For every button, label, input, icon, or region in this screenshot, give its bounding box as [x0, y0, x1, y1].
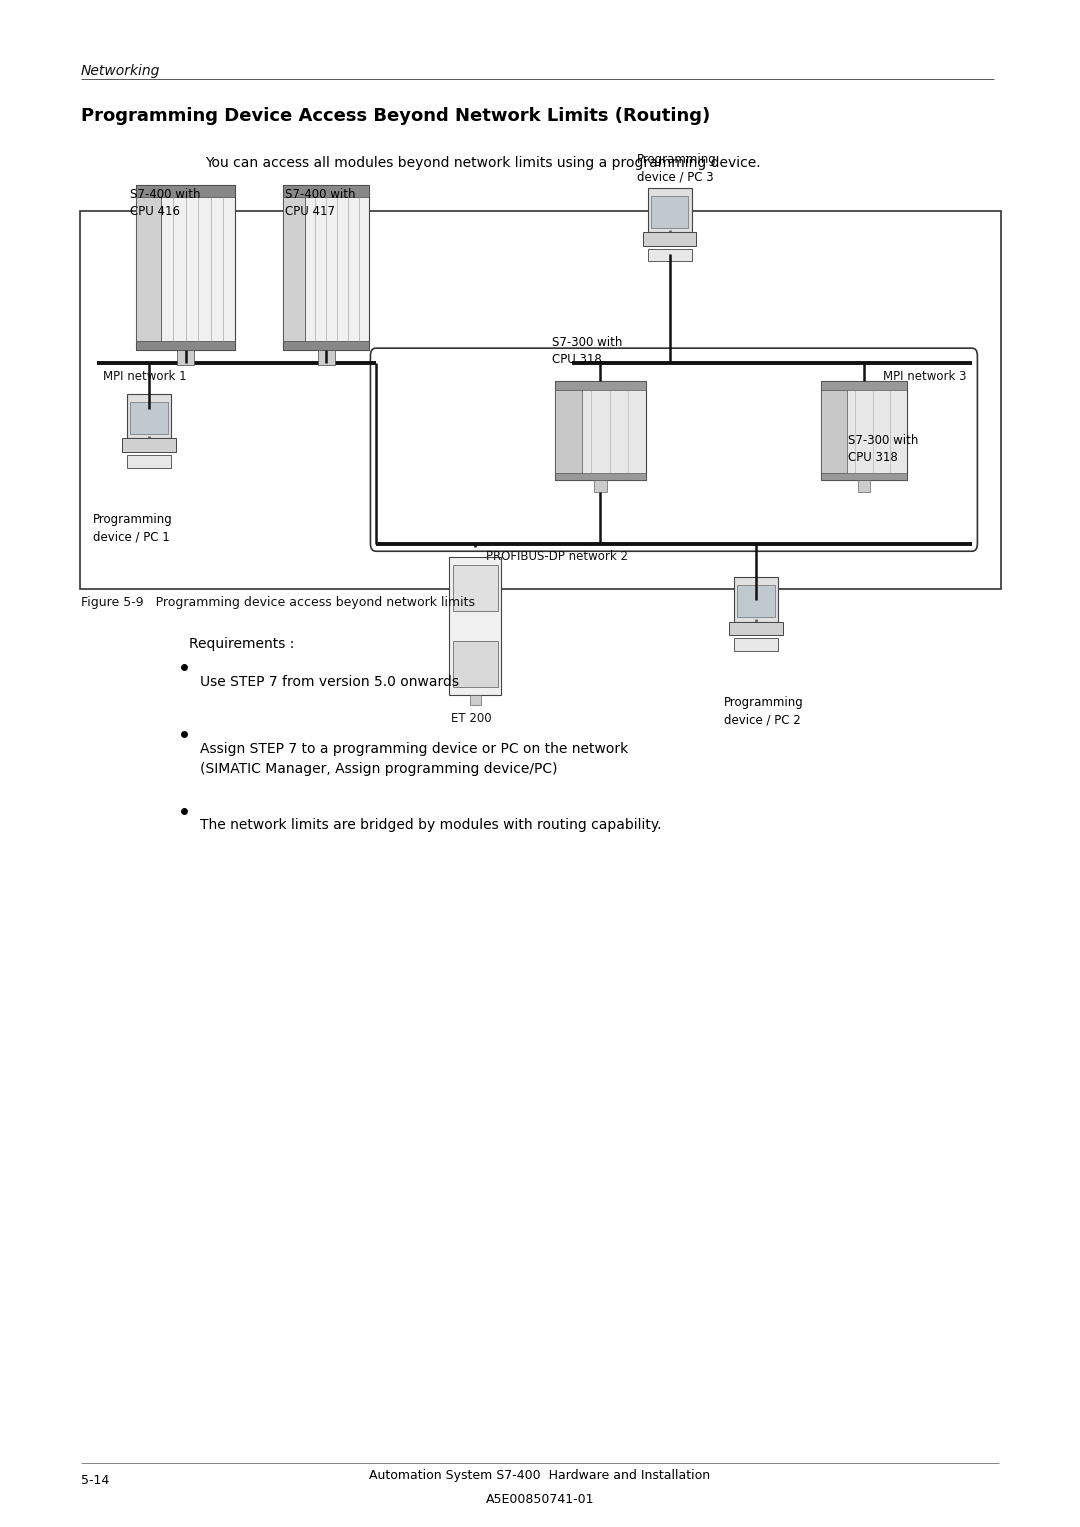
Bar: [136, 197, 161, 341]
Text: Requirements :: Requirements :: [189, 637, 295, 651]
Bar: [283, 197, 305, 341]
Bar: [283, 185, 369, 350]
Text: Automation System S7-400  Hardware and Installation: Automation System S7-400 Hardware and In…: [369, 1469, 711, 1483]
Bar: [648, 188, 691, 232]
Bar: [80, 211, 1001, 589]
Bar: [821, 380, 907, 389]
Text: MPI network 1: MPI network 1: [103, 370, 186, 383]
Bar: [821, 473, 907, 479]
Bar: [555, 473, 646, 479]
Bar: [555, 389, 582, 473]
Bar: [470, 695, 481, 705]
Text: Assign STEP 7 to a programming device or PC on the network
(SIMATIC Manager, Ass: Assign STEP 7 to a programming device or…: [200, 742, 629, 776]
Bar: [555, 382, 646, 479]
Bar: [283, 185, 369, 197]
Bar: [318, 350, 335, 365]
Bar: [821, 382, 907, 479]
Bar: [821, 389, 847, 473]
Bar: [594, 479, 607, 492]
Bar: [555, 380, 646, 389]
Text: ET 200: ET 200: [451, 712, 492, 725]
Bar: [131, 402, 167, 434]
Text: Programming
device / PC 2: Programming device / PC 2: [724, 696, 804, 727]
Bar: [453, 641, 498, 687]
Text: You can access all modules beyond network limits using a programming device.: You can access all modules beyond networ…: [205, 156, 760, 169]
Bar: [122, 438, 176, 452]
Text: S7-300 with
CPU 318: S7-300 with CPU 318: [552, 336, 622, 366]
Text: Use STEP 7 from version 5.0 onwards: Use STEP 7 from version 5.0 onwards: [200, 675, 459, 689]
Bar: [449, 557, 501, 695]
Bar: [177, 350, 194, 365]
Text: MPI network 3: MPI network 3: [883, 370, 967, 383]
FancyBboxPatch shape: [370, 348, 977, 551]
Bar: [734, 577, 778, 621]
Bar: [136, 341, 235, 350]
Text: The network limits are bridged by modules with routing capability.: The network limits are bridged by module…: [200, 818, 661, 832]
Text: A5E00850741-01: A5E00850741-01: [486, 1493, 594, 1507]
Text: S7-300 with
CPU 318: S7-300 with CPU 318: [848, 434, 918, 464]
Text: Programming
device / PC 3: Programming device / PC 3: [637, 153, 717, 183]
Bar: [136, 185, 235, 197]
Text: S7-400 with
CPU 417: S7-400 with CPU 417: [285, 188, 355, 218]
Bar: [648, 249, 691, 261]
Bar: [127, 455, 171, 467]
Bar: [729, 621, 783, 635]
Bar: [651, 195, 688, 228]
Text: 5-14: 5-14: [81, 1474, 109, 1487]
Bar: [136, 185, 235, 350]
Bar: [283, 341, 369, 350]
Text: S7-400 with
CPU 416: S7-400 with CPU 416: [130, 188, 200, 218]
Text: Programming
device / PC 1: Programming device / PC 1: [93, 513, 173, 544]
Bar: [127, 394, 171, 438]
Bar: [738, 585, 774, 617]
Text: PROFIBUS-DP network 2: PROFIBUS-DP network 2: [486, 550, 627, 563]
Text: Networking: Networking: [81, 64, 160, 78]
Bar: [453, 565, 498, 611]
Text: Programming Device Access Beyond Network Limits (Routing): Programming Device Access Beyond Network…: [81, 107, 711, 125]
Text: Figure 5-9   Programming device access beyond network limits: Figure 5-9 Programming device access bey…: [81, 596, 475, 609]
Bar: [734, 638, 778, 651]
Bar: [643, 232, 697, 246]
Bar: [858, 479, 870, 492]
